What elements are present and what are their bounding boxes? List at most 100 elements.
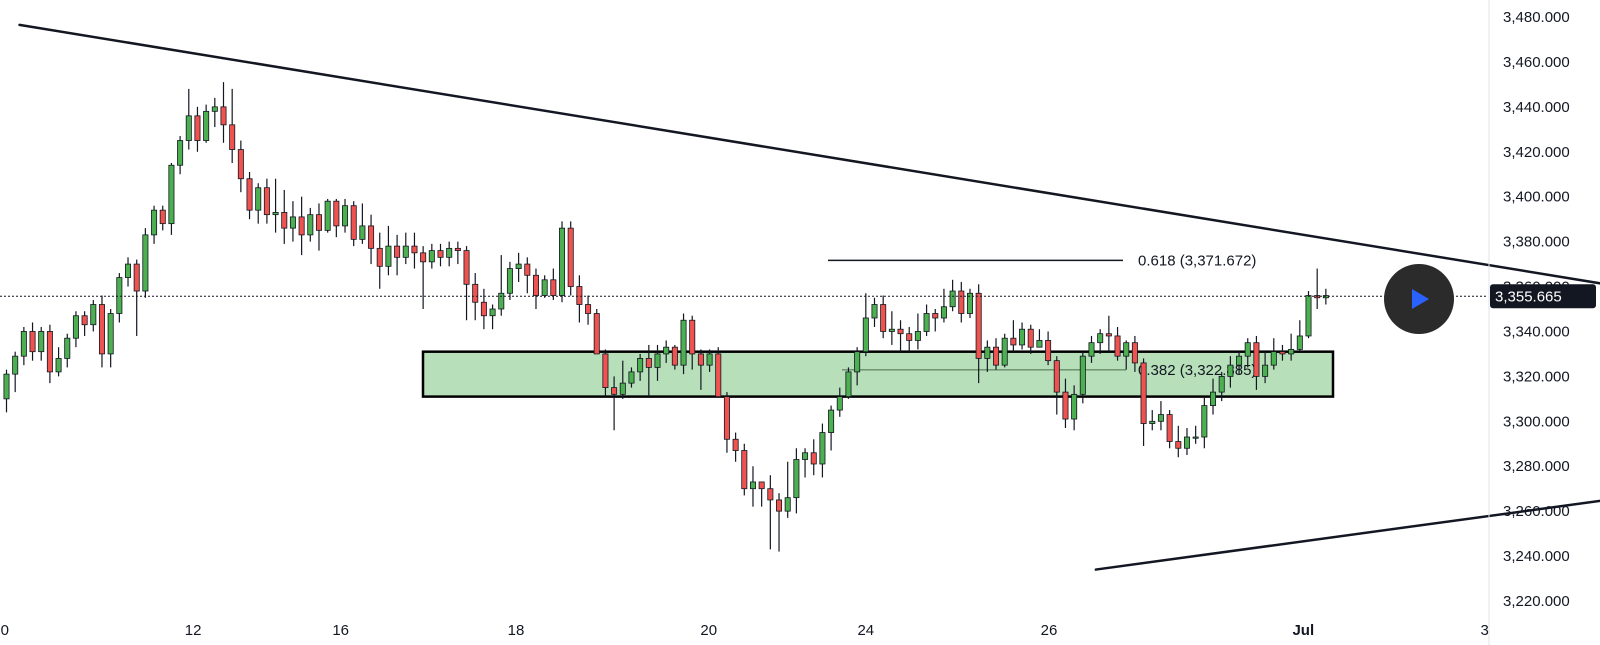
candle-body (1183, 436, 1190, 449)
candle-body (342, 205, 349, 227)
candle-body (671, 346, 678, 366)
candle-body (697, 353, 704, 366)
time-tick-label: 3 (1481, 622, 1489, 639)
price-axis: 3,220.000 3,240.000 3,260.000 3,280.000 3,30… (1503, 9, 1570, 610)
candle-body (211, 106, 218, 112)
candle-body (958, 290, 965, 314)
candle-body (98, 304, 105, 355)
candle-body (315, 214, 322, 231)
fibonacci-levels: 0.618 (3,371.672) 0.382 (3,322.885) (828, 252, 1256, 379)
candle-body (715, 353, 722, 397)
candle-body (142, 234, 149, 292)
candle-body (1253, 342, 1260, 377)
candle-body (72, 315, 79, 339)
candle-body (64, 337, 71, 359)
candle-body (845, 371, 852, 397)
candle-body (246, 178, 253, 211)
candle-body (888, 328, 895, 332)
price-tick-label: 3,220.000 (1503, 593, 1570, 610)
price-tick-label: 3,320.000 (1503, 368, 1570, 385)
price-tick-label: 3,300.000 (1503, 413, 1570, 430)
candle-body (333, 200, 340, 227)
candle-body (46, 331, 53, 373)
candle-body (637, 358, 644, 373)
candle-body (29, 331, 36, 353)
candle-body (602, 353, 609, 389)
candle-body (524, 263, 531, 276)
candle-body (472, 283, 479, 303)
candle-body (394, 245, 401, 258)
candle-body (1010, 337, 1017, 346)
candle-body (732, 438, 739, 451)
candle-body (437, 250, 444, 258)
candle-body (802, 452, 809, 460)
candle-body (480, 301, 487, 317)
trendlines (18, 23, 1600, 571)
candle-body (628, 371, 635, 384)
candle-body (1166, 414, 1173, 442)
candle-body (133, 263, 140, 292)
price-tick-label: 3,400.000 (1503, 189, 1570, 206)
candle-body (428, 250, 435, 263)
candle-body (194, 115, 201, 141)
candle-body (654, 353, 661, 368)
zone-rect[interactable] (421, 350, 1335, 398)
candle-body (1027, 328, 1034, 348)
candle-body (281, 212, 288, 229)
candle-body (1236, 355, 1243, 366)
candle-body (810, 452, 817, 465)
candle-body (914, 331, 921, 341)
candle-body (151, 209, 158, 236)
candle-body (1088, 342, 1095, 357)
candle-body (272, 212, 279, 216)
time-tick-label: 20 (700, 622, 717, 639)
candle-body (741, 450, 748, 490)
candle-body (567, 227, 574, 287)
candle-body (307, 214, 314, 236)
price-tick-label: 3,380.000 (1503, 234, 1570, 251)
candle-body (1192, 436, 1199, 439)
candle-body (793, 459, 800, 499)
trendline-descending-resistance[interactable] (18, 23, 1600, 488)
candle-body (966, 292, 973, 314)
candle-body (420, 252, 427, 263)
candle-body (1114, 335, 1121, 357)
trendline-ascending-support[interactable] (1094, 301, 1600, 571)
candle-body (1175, 441, 1182, 449)
candle-body (55, 358, 62, 373)
candle-body (984, 346, 991, 359)
candle-body (758, 481, 765, 490)
candle-body (1053, 360, 1060, 393)
candle-body (385, 245, 392, 267)
candle-body (611, 387, 618, 395)
candle-body (1270, 351, 1277, 366)
candle-body (20, 331, 27, 357)
candle-body (1019, 328, 1026, 346)
candle-body (871, 304, 878, 319)
candle-body (1001, 337, 1008, 366)
candle-body (1062, 391, 1069, 420)
candle-body (767, 488, 774, 501)
candle-body (229, 124, 236, 150)
candle-body (515, 263, 522, 269)
last-price-tag: 3,355.665 (1490, 284, 1596, 309)
candle-body (1244, 342, 1251, 357)
play-button[interactable] (1384, 264, 1454, 334)
time-tick-label: 12 (185, 622, 202, 639)
candle-body (932, 313, 939, 319)
candle-body (645, 358, 652, 368)
candle-body (550, 279, 557, 296)
candle-body (38, 331, 45, 353)
candle-body (12, 355, 19, 375)
candle-body (324, 200, 331, 231)
candle-body (1157, 414, 1164, 422)
candle-body (1262, 364, 1269, 377)
fib-label-0.618: 0.618 (3,371.672) (1138, 252, 1256, 269)
candle-body (619, 382, 626, 395)
candle-body (1210, 391, 1217, 406)
candle-body (1105, 333, 1112, 337)
candle-body (541, 279, 548, 296)
time-tick-label: Jul (1292, 622, 1314, 639)
candle-body (255, 187, 262, 211)
